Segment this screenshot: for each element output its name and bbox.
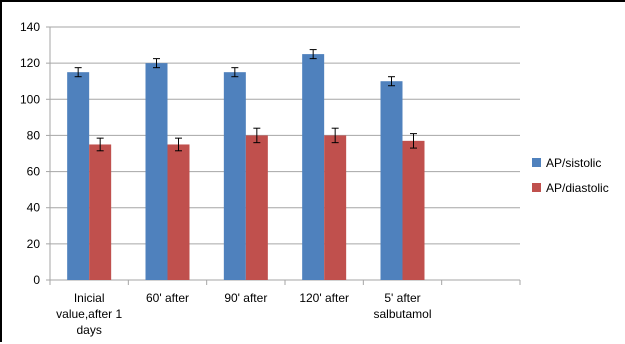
x-tick-label: 60' after — [146, 291, 189, 305]
legend-label: AP/sistolic — [546, 156, 601, 170]
y-tick-label: 80 — [27, 128, 41, 142]
x-tick-label: 120' after — [299, 291, 349, 305]
bar-ap-sistolic — [380, 81, 403, 280]
y-tick-label: 100 — [20, 92, 40, 106]
error-bars — [74, 49, 417, 152]
x-tick-label: 5' after salbutamol — [373, 291, 431, 321]
x-tick-labels: Inicial value,after 1 days 60' after 90' aft… — [56, 291, 431, 337]
y-tick-label: 120 — [20, 56, 40, 70]
bar-ap-sistolic — [145, 63, 168, 281]
x-tick-label: Inicial value,after 1 days — [56, 291, 122, 337]
y-tick-label: 0 — [33, 273, 40, 287]
bar-ap-sistolic — [302, 54, 325, 280]
legend-swatch — [532, 158, 541, 167]
bar-ap-diastolic — [324, 135, 347, 280]
bar-ap-diastolic — [89, 144, 112, 280]
grid-lines — [50, 26, 520, 245]
axes — [46, 26, 521, 285]
bar-ap-diastolic — [402, 140, 425, 280]
x-tick-label: 90' after — [224, 291, 267, 305]
y-tick-labels: 0 20 40 60 80 100 120 140 — [20, 20, 40, 287]
legend-swatch — [532, 183, 541, 192]
legend-label: AP/diastolic — [546, 181, 609, 195]
y-tick-label: 140 — [20, 20, 40, 34]
bar-ap-diastolic — [167, 144, 190, 280]
y-tick-label: 40 — [27, 201, 41, 215]
bars — [67, 54, 425, 281]
y-tick-label: 20 — [27, 237, 41, 251]
legend: AP/sistolic AP/diastolic — [532, 156, 609, 195]
bar-ap-sistolic — [223, 72, 246, 280]
bar-ap-sistolic — [67, 72, 90, 280]
bar-ap-diastolic — [245, 135, 268, 280]
y-tick-label: 60 — [27, 165, 41, 179]
